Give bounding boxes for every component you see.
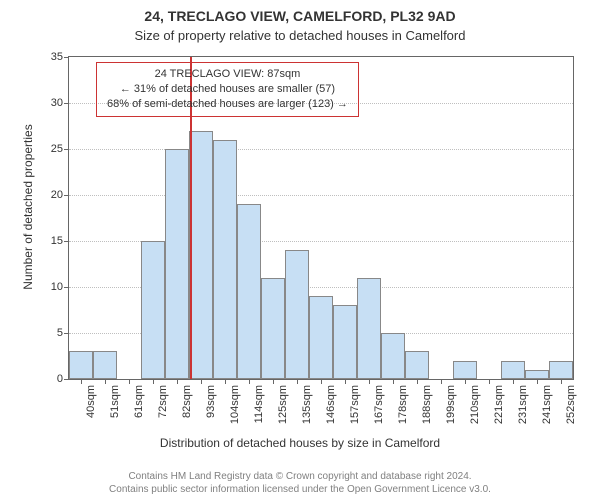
x-tick-mark — [465, 379, 466, 384]
annotation-box: 24 TRECLAGO VIEW: 87sqm← 31% of detached… — [96, 62, 359, 117]
histogram-bar — [405, 351, 429, 379]
histogram-bar — [141, 241, 165, 379]
y-tick-label: 15 — [51, 235, 69, 247]
x-tick-label: 178sqm — [397, 385, 409, 424]
x-tick-label: 241sqm — [541, 385, 553, 424]
x-tick-mark — [513, 379, 514, 384]
x-tick-mark — [177, 379, 178, 384]
y-tick-label: 35 — [51, 51, 69, 63]
x-tick-mark — [345, 379, 346, 384]
y-tick-label: 25 — [51, 143, 69, 155]
x-tick-label: 61sqm — [133, 385, 145, 418]
x-tick-label: 125sqm — [277, 385, 289, 424]
x-tick-mark — [249, 379, 250, 384]
x-tick-label: 135sqm — [301, 385, 313, 424]
x-tick-label: 231sqm — [517, 385, 529, 424]
histogram-bar — [501, 361, 525, 379]
x-tick-label: 104sqm — [229, 385, 241, 424]
y-axis-label: Number of detached properties — [21, 67, 35, 347]
footer-line-2: Contains public sector information licen… — [0, 484, 600, 497]
x-tick-mark — [537, 379, 538, 384]
chart-subtitle: Size of property relative to detached ho… — [0, 28, 600, 43]
grid-line — [69, 149, 573, 150]
histogram-bar — [189, 131, 213, 379]
histogram-bar — [549, 361, 573, 379]
x-tick-label: 93sqm — [205, 385, 217, 418]
chart-title: 24, TRECLAGO VIEW, CAMELFORD, PL32 9AD — [0, 8, 600, 24]
x-tick-label: 167sqm — [373, 385, 385, 424]
y-tick-label: 0 — [57, 373, 69, 385]
x-tick-mark — [81, 379, 82, 384]
chart-footer: Contains HM Land Registry data © Crown c… — [0, 471, 600, 496]
annotation-line: 24 TRECLAGO VIEW: 87sqm — [107, 67, 348, 82]
histogram-bar — [333, 305, 357, 379]
y-tick-label: 5 — [57, 327, 69, 339]
x-tick-label: 40sqm — [85, 385, 97, 418]
x-tick-mark — [273, 379, 274, 384]
chart-container: 24, TRECLAGO VIEW, CAMELFORD, PL32 9AD S… — [0, 0, 600, 500]
x-tick-label: 82sqm — [181, 385, 193, 418]
x-tick-mark — [225, 379, 226, 384]
grid-line — [69, 195, 573, 196]
x-tick-label: 210sqm — [469, 385, 481, 424]
x-tick-label: 146sqm — [325, 385, 337, 424]
x-tick-label: 221sqm — [493, 385, 505, 424]
x-tick-mark — [321, 379, 322, 384]
histogram-bar — [357, 278, 381, 379]
x-tick-mark — [489, 379, 490, 384]
histogram-bar — [93, 351, 117, 379]
x-tick-label: 72sqm — [157, 385, 169, 418]
x-tick-mark — [129, 379, 130, 384]
histogram-bar — [213, 140, 237, 379]
x-tick-mark — [201, 379, 202, 384]
x-tick-mark — [417, 379, 418, 384]
x-tick-mark — [369, 379, 370, 384]
annotation-line: ← 31% of detached houses are smaller (57… — [107, 82, 348, 97]
y-tick-label: 20 — [51, 189, 69, 201]
x-tick-label: 157sqm — [349, 385, 361, 424]
x-tick-label: 252sqm — [565, 385, 577, 424]
x-tick-mark — [561, 379, 562, 384]
histogram-bar — [381, 333, 405, 379]
histogram-bar — [165, 149, 189, 379]
x-tick-label: 114sqm — [253, 385, 265, 423]
x-tick-mark — [105, 379, 106, 384]
histogram-bar — [525, 370, 549, 379]
y-tick-label: 10 — [51, 281, 69, 293]
histogram-bar — [309, 296, 333, 379]
x-tick-mark — [393, 379, 394, 384]
histogram-bar — [69, 351, 93, 379]
footer-line-1: Contains HM Land Registry data © Crown c… — [0, 471, 600, 484]
x-tick-mark — [297, 379, 298, 384]
x-tick-label: 199sqm — [445, 385, 457, 424]
x-tick-label: 188sqm — [421, 385, 433, 424]
histogram-bar — [237, 204, 261, 379]
histogram-bar — [453, 361, 477, 379]
x-tick-label: 51sqm — [109, 385, 121, 418]
y-tick-label: 30 — [51, 97, 69, 109]
histogram-bar — [285, 250, 309, 379]
histogram-bar — [261, 278, 285, 379]
annotation-line: 68% of semi-detached houses are larger (… — [107, 97, 348, 112]
x-axis-label: Distribution of detached houses by size … — [0, 436, 600, 450]
x-tick-mark — [441, 379, 442, 384]
x-tick-mark — [153, 379, 154, 384]
